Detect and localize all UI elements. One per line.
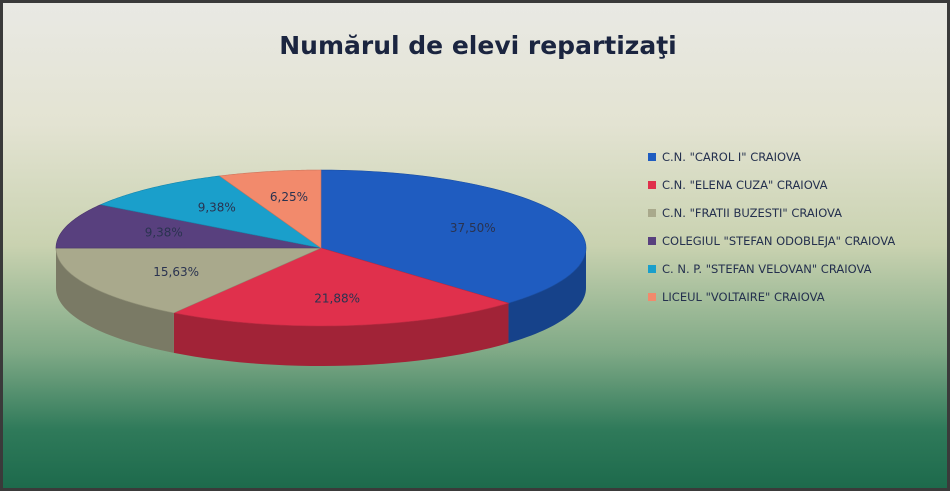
data-label: 37,50% [450,221,496,235]
slice [320,169,587,304]
legend-label: C.N. "CAROL I" CRAIOVA [662,150,801,164]
legend-swatch [648,181,656,189]
legend-item: C.N. "ELENA CUZA" CRAIOVA [648,177,910,194]
data-label: 21,88% [314,292,360,306]
legend-item: C.N. "CAROL I" CRAIOVA [648,149,910,166]
legend-label: C. N. P. "STEFAN VELOVAN" CRAIOVA [662,262,872,276]
slice [55,204,322,249]
legend-swatch [648,209,656,217]
legend-item: COLEGIUL "STEFAN ODOBLEJA" CRAIOVA [648,233,910,250]
legend-swatch [648,153,656,161]
slice [55,247,322,314]
legend-swatch [648,293,656,301]
legend-label: C.N. "FRATII BUZESTI" CRAIOVA [662,206,843,220]
data-label: 6,25% [270,190,308,204]
slice [172,247,510,327]
slice [218,169,322,249]
slice-side [56,248,174,353]
legend-item: LICEUL "VOLTAIRE" CRAIOVA [648,289,910,306]
legend-swatch [648,237,656,245]
legend-item: C.N. "FRATII BUZESTI" CRAIOVA [648,205,910,222]
pie-area: 37,50% 21,88% 15,63% 9,38% 9,38% 6,25% [55,169,587,366]
data-label: 15,63% [153,265,199,279]
chart-title: Numărul de elevi repartizaţi [279,31,677,60]
legend-swatch [648,265,656,273]
slice-side [173,303,509,366]
legend-label: LICEUL "VOLTAIRE" CRAIOVA [662,290,825,304]
slice-side [508,248,586,344]
slice [99,175,322,249]
legend-label: COLEGIUL "STEFAN ODOBLEJA" CRAIOVA [662,234,896,248]
legend-item: C. N. P. "STEFAN VELOVAN" CRAIOVA [648,261,910,278]
data-label: 9,38% [145,226,183,240]
data-label: 9,38% [198,201,236,215]
legend: C.N. "CAROL I" CRAIOVA C.N. "ELENA CUZA" … [648,149,910,317]
legend-label: C.N. "ELENA CUZA" CRAIOVA [662,178,828,192]
